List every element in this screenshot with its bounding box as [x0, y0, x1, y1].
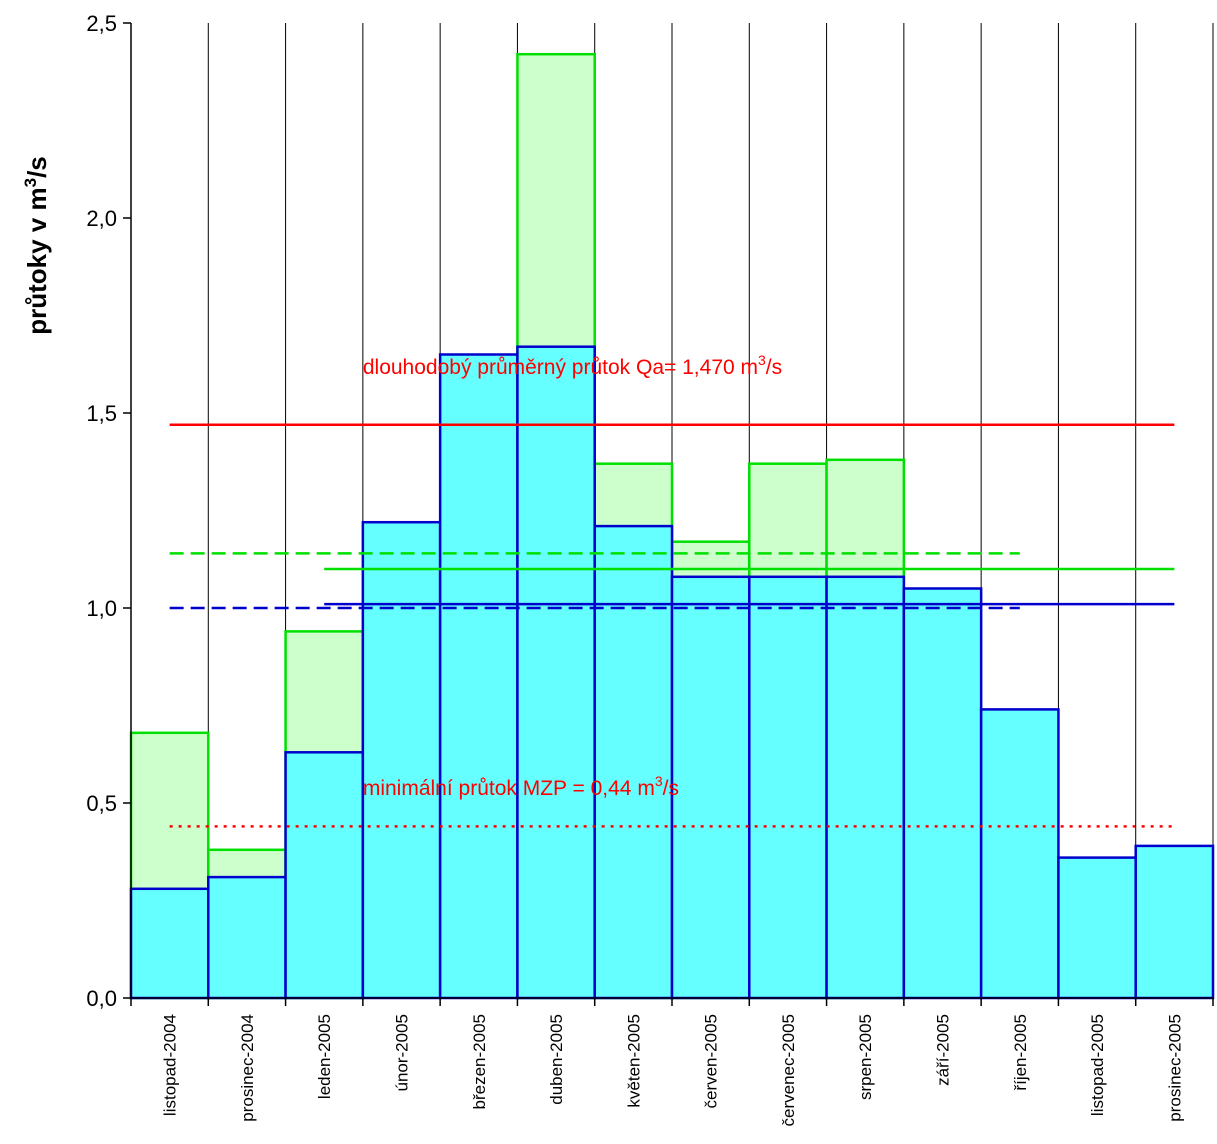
- x-tick-label: březen-2005: [470, 1014, 489, 1109]
- annotations: dlouhodobý průměrný průtok Qa= 1,470 m3/…: [363, 352, 782, 800]
- annotation: minimální průtok MZP = 0,44 m3/s: [363, 773, 679, 800]
- bar: [670, 575, 751, 1000]
- y-tick-label: 0,0: [86, 986, 117, 1011]
- y-tick-label: 0,5: [86, 791, 117, 816]
- annotation: dlouhodobý průměrný průtok Qa= 1,470 m3/…: [363, 352, 782, 379]
- y-axis-label: průtoky v m3/s: [21, 156, 52, 335]
- x-tick-label: září-2005: [934, 1014, 953, 1086]
- x-tick-label: červenec-2005: [779, 1014, 798, 1126]
- x-tick-label: únor-2005: [393, 1014, 412, 1092]
- bar: [361, 520, 442, 1000]
- bar: [902, 587, 983, 1000]
- x-tick-label: prosinec-2005: [1165, 1014, 1184, 1122]
- reference-lines: [169, 423, 1175, 828]
- bar: [593, 524, 674, 1000]
- x-tick-label: listopad-2005: [1088, 1014, 1107, 1116]
- bar: [516, 345, 596, 1000]
- y-tick-label: 1,0: [86, 596, 117, 621]
- x-tick-label: listopad-2004: [161, 1014, 180, 1116]
- bar: [979, 708, 1060, 1000]
- x-tick-label: květen-2005: [624, 1014, 643, 1108]
- y-tick-label: 1,5: [86, 401, 117, 426]
- bar: [825, 575, 906, 1000]
- y-tick-label: 2,0: [86, 206, 117, 231]
- x-tick-label: srpen-2005: [856, 1014, 875, 1100]
- bar: [1134, 844, 1215, 1000]
- x-tick-label: duben-2005: [547, 1014, 566, 1105]
- x-tick-labels: listopad-2004 prosinec-2004 leden-2005 únor…: [130, 998, 1214, 1126]
- x-tick-label: červen-2005: [702, 1014, 721, 1109]
- y-axis-label: průtoky v m3/s: [21, 156, 52, 335]
- bar: [207, 875, 287, 1000]
- bar: [284, 751, 365, 1000]
- y-tick-label: 2,5: [86, 11, 117, 36]
- y-tick-labels: 0,0 0,5 1,0 1,5 2,0 2,5: [86, 11, 131, 1011]
- bar: [129, 887, 210, 1000]
- bar: [1057, 856, 1137, 1000]
- bar: [748, 575, 828, 1000]
- x-tick-label: leden-2005: [315, 1014, 334, 1099]
- bar: [438, 353, 519, 1000]
- x-tick-label: prosinec-2004: [238, 1014, 257, 1122]
- x-tick-label: říjen-2005: [1011, 1014, 1030, 1091]
